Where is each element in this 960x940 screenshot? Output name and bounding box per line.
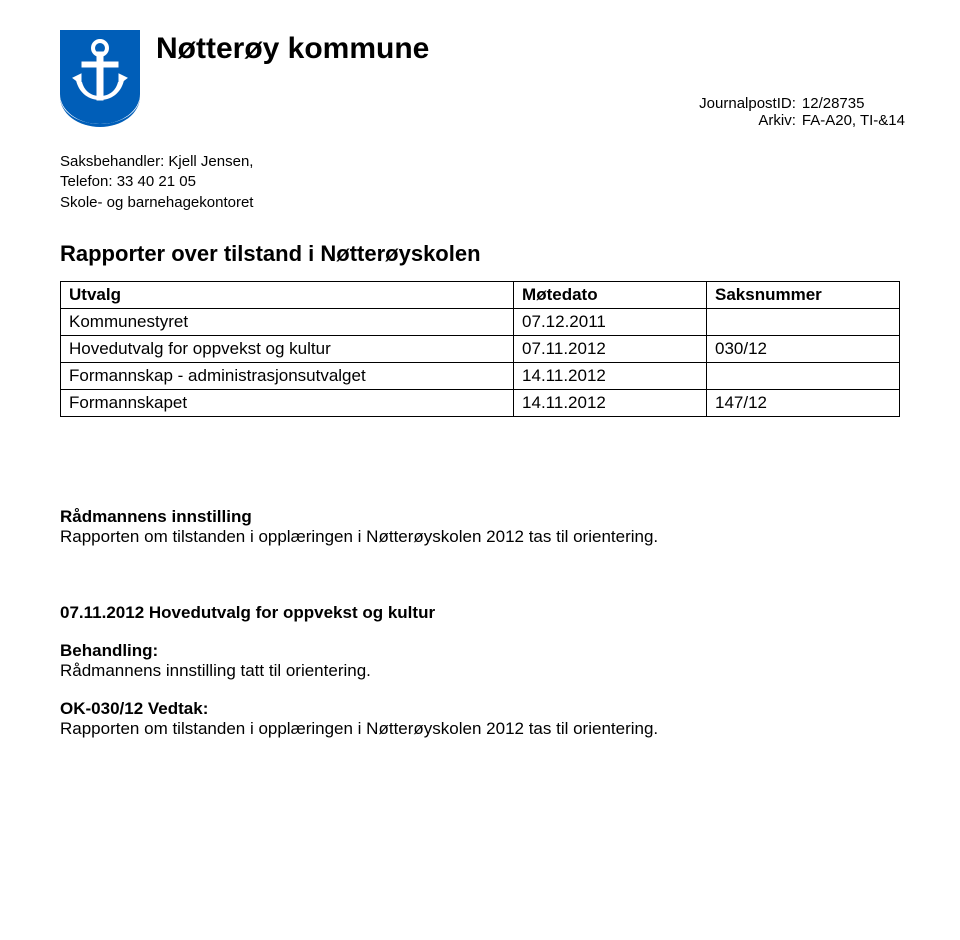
body-section: Rådmannens innstilling Rapporten om tils… — [60, 507, 900, 739]
table-row: Formannskap - administrasjonsutvalget 14… — [61, 362, 900, 389]
cell-sak — [707, 308, 900, 335]
utvalg-table: Utvalg Møtedato Saksnummer Kommunestyret… — [60, 281, 900, 417]
anchor-icon — [68, 38, 132, 116]
vedtak-text: Rapporten om tilstanden i opplæringen i … — [60, 719, 658, 738]
cell-utvalg: Hovedutvalg for oppvekst og kultur — [61, 335, 514, 362]
journal-id-value: 12/28735 — [802, 95, 865, 112]
cell-utvalg: Kommunestyret — [61, 308, 514, 335]
cell-dato: 14.11.2012 — [514, 362, 707, 389]
cell-dato: 07.11.2012 — [514, 335, 707, 362]
cell-dato: 14.11.2012 — [514, 389, 707, 416]
cell-dato: 07.12.2011 — [514, 308, 707, 335]
cell-utvalg: Formannskapet — [61, 389, 514, 416]
report-title: Rapporter over tilstand i Nøtterøyskolen — [60, 241, 900, 267]
journal-id-label: JournalpostID: — [686, 95, 802, 112]
vedtak-label: OK-030/12 Vedtak: — [60, 699, 208, 718]
hoved-heading: 07.11.2012 Hovedutvalg for oppvekst og k… — [60, 603, 900, 623]
innstilling-heading: Rådmannens innstilling — [60, 507, 900, 527]
page: Nøtterøy kommune JournalpostID: 12/28735… — [0, 0, 960, 940]
telefon-line: Telefon: 33 40 21 05 — [60, 172, 900, 192]
behandling-label: Behandling: — [60, 641, 158, 660]
table-row: Hovedutvalg for oppvekst og kultur 07.11… — [61, 335, 900, 362]
journal-block: JournalpostID: 12/28735 Arkiv: FA-A20, T… — [686, 95, 905, 129]
col-header-saksnummer: Saksnummer — [707, 281, 900, 308]
table-row: Kommunestyret 07.12.2011 — [61, 308, 900, 335]
saksbehandler-line: Saksbehandler: Kjell Jensen, — [60, 152, 900, 172]
cell-sak: 030/12 — [707, 335, 900, 362]
table-row: Formannskapet 14.11.2012 147/12 — [61, 389, 900, 416]
cell-sak: 147/12 — [707, 389, 900, 416]
col-header-utvalg: Utvalg — [61, 281, 514, 308]
col-header-motedato: Møtedato — [514, 281, 707, 308]
saksbehandler-block: Saksbehandler: Kjell Jensen, Telefon: 33… — [60, 152, 900, 213]
table-header-row: Utvalg Møtedato Saksnummer — [61, 281, 900, 308]
innstilling-text: Rapporten om tilstanden i opplæringen i … — [60, 527, 900, 547]
arkiv-label: Arkiv: — [686, 112, 802, 129]
page-title: Nøtterøy kommune — [156, 32, 429, 66]
cell-sak — [707, 362, 900, 389]
cell-utvalg: Formannskap - administrasjonsutvalget — [61, 362, 514, 389]
behandling-text: Rådmannens innstilling tatt til orienter… — [60, 661, 371, 680]
kontor-line: Skole- og barnehagekontoret — [60, 193, 900, 213]
arkiv-value: FA-A20, TI-&14 — [802, 112, 905, 129]
municipality-logo — [60, 30, 140, 124]
